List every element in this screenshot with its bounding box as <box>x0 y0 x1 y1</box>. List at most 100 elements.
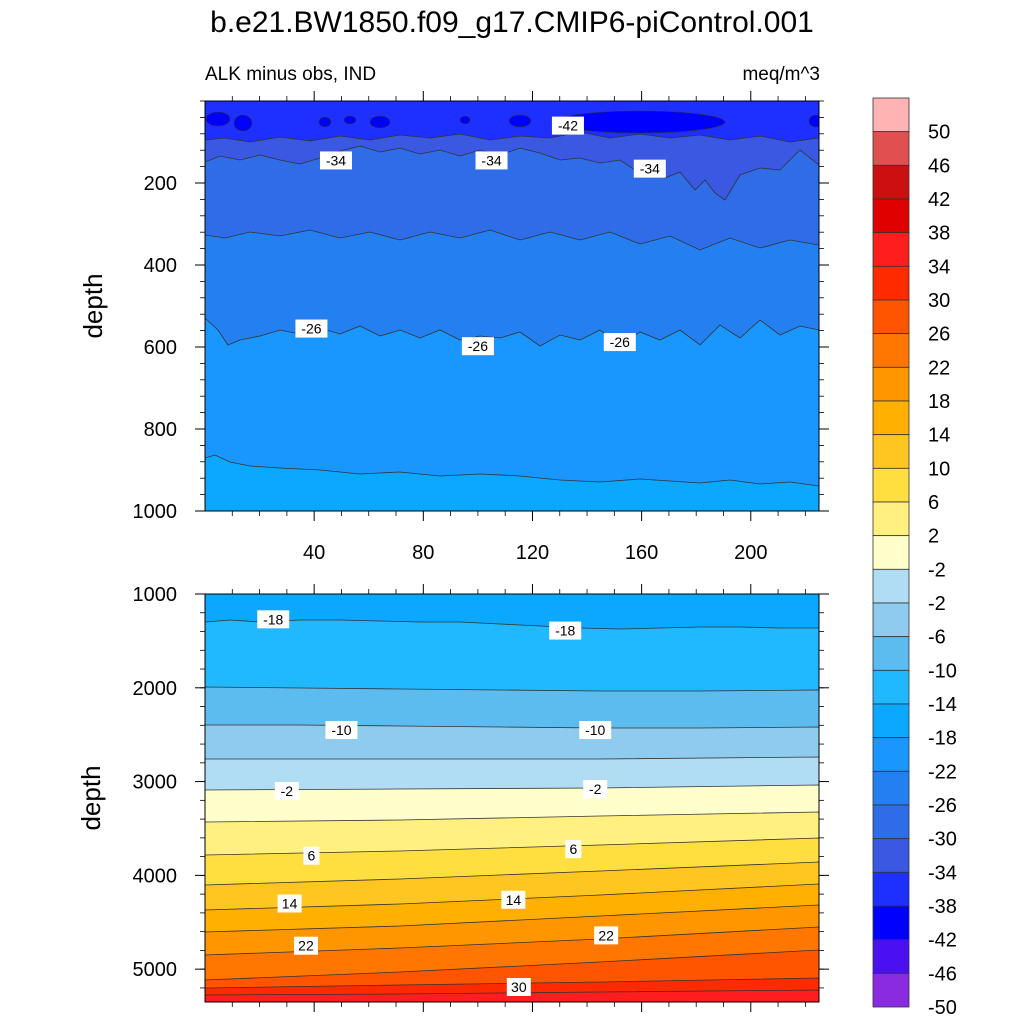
colorbar-swatch <box>872 265 910 301</box>
contour-label-text: -2 <box>589 781 602 797</box>
contour-label-text: -18 <box>263 611 283 627</box>
contour-label-text: -2 <box>281 783 294 799</box>
y-tick-label: 800 <box>144 419 177 441</box>
y-tick-label: 5000 <box>133 959 178 981</box>
colorbar-label: 30 <box>928 290 950 312</box>
colorbar-label: -2 <box>928 593 946 615</box>
contour-label: -2 <box>274 781 299 800</box>
contour-label-text: 22 <box>598 927 614 943</box>
colorbar-label: 26 <box>928 324 950 346</box>
lower-y-axis-label: depth <box>76 765 106 830</box>
x-tick-label: 120 <box>516 542 549 564</box>
contour-label-bg <box>295 319 328 338</box>
y-tick-label: 3000 <box>133 772 178 794</box>
contour-label-bg <box>594 926 619 945</box>
colorbar-label: -42 <box>928 930 957 952</box>
upper-band-neg42 <box>205 110 819 134</box>
x-tick-label: 160 <box>625 542 658 564</box>
colorbar-swatch <box>872 299 910 335</box>
colorbar-swatch <box>872 164 910 200</box>
contour-label-text: 6 <box>570 841 578 857</box>
contour-label-bg <box>257 610 290 629</box>
colorbar-label: -14 <box>928 694 957 716</box>
colorbar-label: -38 <box>928 896 957 918</box>
contour-label: -26 <box>295 319 328 338</box>
colorbar-swatch <box>872 434 910 469</box>
contour-label-bg <box>565 840 582 859</box>
contour-label: 6 <box>565 840 582 859</box>
contour-label-text: -26 <box>610 334 630 350</box>
colorbar-label: -46 <box>928 963 957 985</box>
contour-label: -18 <box>549 621 582 640</box>
contour-label: -42 <box>551 116 584 135</box>
colorbar-label: -22 <box>928 761 957 783</box>
contour-label: 14 <box>277 894 302 913</box>
chart-units-label: meq/m^3 <box>742 64 820 85</box>
chart-subtitle-variable: ALK minus obs, IND <box>205 64 377 85</box>
x-tick-label: 40 <box>303 542 325 564</box>
contour-label-bg <box>277 894 302 913</box>
colorbar-label: -6 <box>928 627 946 649</box>
colorbar-swatch <box>872 602 910 638</box>
contour-label-bg <box>274 781 299 800</box>
contour-label: 6 <box>303 846 320 865</box>
y-tick-label: 600 <box>144 337 177 359</box>
y-tick-label: 400 <box>144 255 177 277</box>
contour-label-bg <box>303 846 320 865</box>
upper-axis-ticks: 200 400 600 800 1000 40 80 120 160 200 <box>133 91 829 564</box>
lower-axis-ticks: 1000 2000 3000 4000 5000 <box>133 584 829 1012</box>
colorbar-label: 22 <box>928 357 950 379</box>
contour-label: -34 <box>475 151 508 170</box>
colorbar-swatch <box>872 804 910 840</box>
contour-label-bg <box>475 151 508 170</box>
x-tick-label: 200 <box>734 542 767 564</box>
contour-label-text: -18 <box>555 623 575 639</box>
colorbar-label: 42 <box>928 189 950 211</box>
colorbar-swatch <box>872 939 910 974</box>
colorbar-swatch <box>872 703 910 739</box>
contour-label-bg <box>579 721 612 739</box>
colorbar-swatch <box>872 501 910 537</box>
contour-label-bg <box>549 621 582 640</box>
colorbar-swatch <box>872 770 910 806</box>
colorbar-label: 34 <box>928 256 950 278</box>
colorbar-label: 38 <box>928 223 950 245</box>
contour-label-text: 6 <box>308 848 316 864</box>
contour-label: -18 <box>257 610 290 629</box>
upper-contour-labels: -42 -34 -34 -34 -26 -26 -26 <box>295 116 666 356</box>
colorbar-swatch <box>872 838 910 873</box>
colorbar-label: -10 <box>928 660 957 682</box>
contour-label-bg <box>633 159 666 178</box>
contour-label-bg <box>319 151 352 170</box>
x-tick-label: 80 <box>412 542 434 564</box>
y-tick-label: 1000 <box>133 501 178 523</box>
y-tick-label: 4000 <box>133 865 178 887</box>
contour-label-bg <box>583 780 608 799</box>
colorbar-label: -2 <box>928 559 946 581</box>
contour-label: 22 <box>594 926 619 945</box>
colorbar-label: 46 <box>928 155 950 177</box>
contour-label: -34 <box>633 159 666 178</box>
colorbar-label: 14 <box>928 425 950 447</box>
colorbar: 50 46 42 38 34 30 26 22 18 14 10 6 2 -2 -2 -6 -10 -14 -18 -… <box>872 97 957 1019</box>
contour-label-bg <box>506 977 531 996</box>
contour-label: -26 <box>603 333 636 352</box>
colorbar-swatch <box>872 400 910 436</box>
colorbar-label: 50 <box>928 122 950 144</box>
contour-label-text: -10 <box>585 722 605 738</box>
contour-label: 30 <box>506 977 531 996</box>
lower-plot-frame <box>204 593 820 1003</box>
contour-label: 14 <box>501 890 526 909</box>
contour-label-text: -34 <box>326 152 346 168</box>
contour-label-text: 22 <box>298 938 314 954</box>
chart-title: b.e21.BW1850.f09_g17.CMIP6-piControl.001 <box>210 6 814 39</box>
colorbar-label: -18 <box>928 728 957 750</box>
colorbar-swatch <box>872 568 910 604</box>
contour-label-text: -10 <box>331 722 351 738</box>
contour-label: -2 <box>583 780 608 799</box>
colorbar-swatch <box>872 131 910 166</box>
contour-label-text: 14 <box>282 896 298 912</box>
contour-label-text: -34 <box>481 152 501 168</box>
